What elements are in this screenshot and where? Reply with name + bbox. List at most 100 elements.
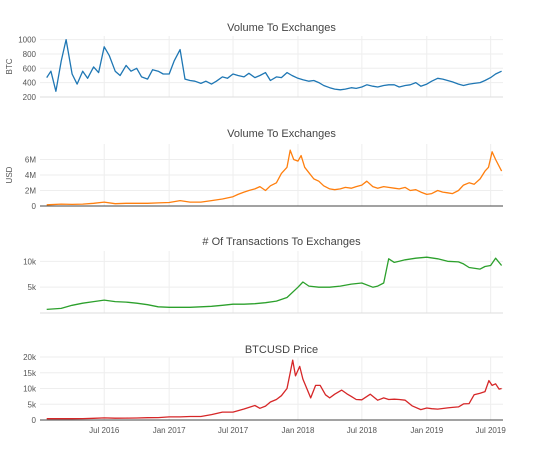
usd-volume-data-point bbox=[147, 203, 148, 204]
transactions-data-point bbox=[211, 306, 212, 307]
btcusd-price-data-point bbox=[222, 412, 223, 413]
usd-volume-data-point bbox=[377, 188, 378, 189]
usd-volume-data-point bbox=[463, 185, 464, 186]
btc-volume-data-point bbox=[463, 85, 464, 86]
usd-volume-data-point bbox=[437, 190, 438, 191]
transactions-panel: 5k 10k # Of Transactions To Exchanges bbox=[23, 236, 503, 314]
btcusd-price-data-point bbox=[189, 416, 190, 417]
transactions-data-point bbox=[93, 301, 94, 302]
btcusd-price-data-point bbox=[388, 399, 389, 400]
btcusd-price-data-point bbox=[351, 396, 352, 397]
transactions-data-point bbox=[490, 265, 491, 266]
btc-volume-data-point bbox=[248, 73, 249, 74]
btc-volume-data-point bbox=[480, 82, 481, 83]
btc-volume-data-point bbox=[458, 84, 459, 85]
btcusd-price-data-point bbox=[437, 409, 438, 410]
usd-volume-data-point bbox=[136, 203, 137, 204]
usd-volume-data-point bbox=[420, 192, 421, 193]
btcusd-price-data-point bbox=[286, 388, 287, 389]
transactions-data-point bbox=[254, 303, 255, 304]
usd-volume-data-point bbox=[265, 190, 266, 191]
btcusd-price-data-point bbox=[431, 408, 432, 409]
transactions-data-point bbox=[394, 262, 395, 263]
transactions-data-point bbox=[399, 261, 400, 262]
transactions-data-point bbox=[495, 258, 496, 259]
transactions-data-point bbox=[426, 257, 427, 258]
btc-volume-data-point bbox=[383, 85, 384, 86]
btcusd-price-data-point bbox=[356, 399, 357, 400]
usd-volume-data-point bbox=[480, 178, 481, 179]
transactions-data-point bbox=[405, 259, 406, 260]
btc-volume-data-point bbox=[447, 80, 448, 81]
btcusd-price-data-point bbox=[420, 409, 421, 410]
transactions-data-point bbox=[61, 308, 62, 309]
transactions-data-point bbox=[329, 287, 330, 288]
usd-volume-y-tick-label: 6M bbox=[25, 156, 36, 165]
btcusd-price-data-point bbox=[405, 400, 406, 401]
btcusd-price-data-point bbox=[329, 397, 330, 398]
btcusd-price-data-point bbox=[394, 399, 395, 400]
transactions-y-tick-label: 10k bbox=[23, 257, 37, 266]
usd-volume-data-point bbox=[356, 186, 357, 187]
transactions-y-tick-label: 5k bbox=[28, 283, 37, 292]
btc-volume-data-point bbox=[495, 73, 496, 74]
transactions-data-point bbox=[243, 304, 244, 305]
btcusd-price-data-point bbox=[411, 405, 412, 406]
transactions-data-point bbox=[147, 304, 148, 305]
transactions-data-point bbox=[232, 304, 233, 305]
btc-volume-data-point bbox=[490, 77, 491, 78]
btc-volume-data-point bbox=[211, 84, 212, 85]
btcusd-price-data-point bbox=[82, 418, 83, 419]
btc-volume-data-point bbox=[469, 84, 470, 85]
usd-volume-data-point bbox=[474, 184, 475, 185]
btc-volume-data-point bbox=[77, 84, 78, 85]
btc-volume-data-point bbox=[61, 61, 62, 62]
usd-volume-data-point bbox=[232, 196, 233, 197]
btc-volume-y-tick-label: 400 bbox=[23, 79, 37, 88]
usd-volume-data-point bbox=[237, 194, 238, 195]
usd-volume-data-point bbox=[290, 150, 291, 151]
btcusd-price-data-point bbox=[136, 417, 137, 418]
transactions-data-point bbox=[180, 307, 181, 308]
btc-volume-data-point bbox=[184, 79, 185, 80]
usd-volume-data-point bbox=[276, 182, 277, 183]
btcusd-price-data-point bbox=[469, 403, 470, 404]
usd-volume-data-point bbox=[169, 202, 170, 203]
usd-volume-data-point bbox=[243, 192, 244, 193]
btcusd-price-data-point bbox=[292, 360, 293, 361]
btc-volume-data-point bbox=[147, 79, 148, 80]
btcusd-price-data-point bbox=[484, 391, 485, 392]
usd-volume-data-point bbox=[442, 192, 443, 193]
btc-volume-data-point bbox=[243, 76, 244, 77]
usd-volume-data-point bbox=[334, 189, 335, 190]
btcusd-price-x-tick-label: Jul 2018 bbox=[347, 426, 378, 435]
btc-volume-data-point bbox=[276, 76, 277, 77]
btcusd-price-data-point bbox=[361, 399, 362, 400]
btcusd-price-data-point bbox=[501, 388, 502, 389]
btcusd-price-data-point bbox=[93, 418, 94, 419]
usd-volume-data-point bbox=[323, 185, 324, 186]
btcusd-price-data-point bbox=[399, 399, 400, 400]
btc-volume-data-point bbox=[163, 73, 164, 74]
btc-volume-data-point bbox=[361, 86, 362, 87]
usd-volume-data-point bbox=[61, 204, 62, 205]
btcusd-price-data-point bbox=[480, 393, 481, 394]
usd-volume-data-point bbox=[222, 198, 223, 199]
transactions-data-point bbox=[437, 258, 438, 259]
btcusd-price-data-point bbox=[426, 407, 427, 408]
btc-volume-data-point bbox=[308, 81, 309, 82]
transactions-data-point bbox=[158, 306, 159, 307]
transactions-data-point bbox=[458, 261, 459, 262]
transactions-data-point bbox=[286, 297, 287, 298]
btc-volume-y-axis-label: BTC bbox=[5, 58, 14, 74]
transactions-data-point bbox=[126, 302, 127, 303]
btc-volume-data-point bbox=[410, 84, 411, 85]
btcusd-price-data-point bbox=[442, 408, 443, 409]
btc-volume-series-line bbox=[46, 38, 502, 92]
btc-volume-data-point bbox=[442, 79, 443, 80]
btc-volume-data-point bbox=[291, 75, 292, 76]
btc-volume-data-point bbox=[302, 79, 303, 80]
transactions-data-point bbox=[377, 286, 378, 287]
usd-volume-data-point bbox=[189, 202, 190, 203]
